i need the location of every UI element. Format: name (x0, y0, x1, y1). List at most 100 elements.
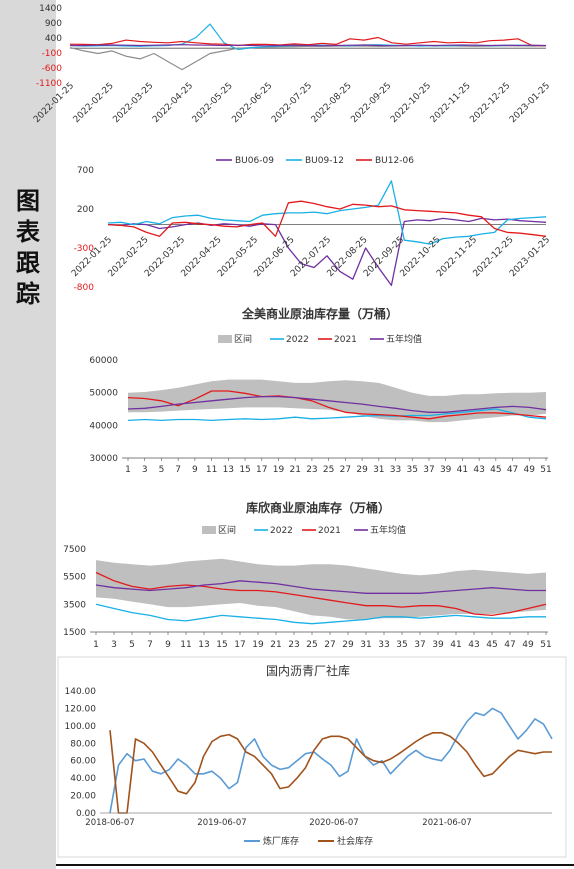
x-tick-label: 5 (129, 640, 135, 650)
x-tick-label: 43 (473, 465, 484, 475)
y-tick-label: 900 (45, 19, 62, 29)
y-tick-label: 30000 (89, 454, 118, 464)
x-tick-label: 29 (356, 465, 368, 475)
x-tick-label: 2022-03-25 (111, 81, 155, 125)
x-tick-label: 31 (360, 640, 371, 650)
y-tick-label: 400 (45, 34, 62, 44)
legend-label: 2021 (318, 526, 341, 536)
x-tick-label: 2022-05-25 (191, 81, 235, 125)
x-tick-label: 2020-06-07 (309, 818, 358, 828)
x-tick-label: 2022-06-25 (230, 81, 274, 125)
x-tick-label: 3 (142, 465, 148, 475)
series-line (107, 180, 547, 245)
x-tick-label: 2018-06-07 (85, 818, 134, 828)
asphalt-chart-frame (57, 656, 567, 858)
series-line (69, 36, 547, 47)
sidebar-title-char: 图 (16, 186, 40, 215)
x-tick-label: 23 (288, 640, 299, 650)
x-tick-label: 19 (273, 465, 285, 475)
series-line (69, 44, 547, 71)
x-tick-label: 37 (414, 640, 425, 650)
x-tick-label: 15 (239, 465, 250, 475)
x-tick-label: 25 (323, 465, 334, 475)
x-tick-label: 21 (270, 640, 281, 650)
y-tick-label: 60.00 (70, 757, 96, 767)
sidebar-title-char: 表 (16, 217, 40, 246)
x-tick-label: 9 (192, 465, 198, 475)
x-tick-label: 2021-06-07 (422, 818, 471, 828)
legend-label: BU09-12 (305, 156, 344, 166)
series-line (95, 603, 546, 625)
series-line (107, 217, 547, 287)
series-line (127, 390, 547, 420)
y-tick-label: 40000 (89, 421, 118, 431)
series-line (127, 408, 547, 422)
legend-label: BU12-06 (375, 156, 414, 166)
x-tick-label: 2022-04-25 (151, 81, 195, 125)
spread1-chart: 1400900400-100-600-11002022-01-252022-02… (32, 4, 552, 125)
x-tick-label: 51 (540, 640, 551, 650)
y-tick-label: -100 (42, 49, 63, 59)
x-tick-label: 41 (457, 465, 468, 475)
legend-label: 2021 (334, 335, 357, 345)
y-tick-label: -800 (74, 283, 95, 293)
x-tick-label: 2022-02-25 (72, 81, 116, 125)
legend-label: 社会库存 (337, 835, 373, 847)
x-tick-label: 23 (306, 465, 317, 475)
x-tick-label: 45 (486, 640, 497, 650)
series-line (109, 730, 552, 814)
x-tick-label: 2022-12-25 (468, 81, 512, 125)
series-line (95, 580, 546, 594)
legend-label: 五年均值 (386, 333, 422, 345)
legend-swatch (202, 526, 216, 534)
sidebar-title-char: 踪 (16, 279, 40, 308)
y-tick-label: 80.00 (70, 739, 96, 749)
x-tick-label: 49 (524, 465, 536, 475)
x-tick-label: 3 (111, 640, 117, 650)
y-tick-label: -600 (42, 64, 63, 74)
x-tick-label: 2022-10-25 (389, 81, 433, 125)
sidebar-title-char: 跟 (16, 248, 40, 277)
y-tick-label: 120.00 (65, 704, 97, 714)
y-tick-label: 140.00 (65, 687, 97, 697)
series-line (95, 571, 547, 617)
cushing-title: 库欣商业原油库存（万桶） (246, 500, 390, 515)
x-tick-label: 37 (423, 465, 434, 475)
y-tick-label: 7500 (63, 545, 86, 555)
x-tick-label: 31 (373, 465, 384, 475)
x-tick-label: 1 (93, 640, 99, 650)
x-tick-label: 13 (198, 640, 209, 650)
x-tick-label: 25 (306, 640, 317, 650)
range-band (128, 379, 546, 423)
series-line (107, 200, 547, 237)
sidebar-title: 图 表 跟 踪 (6, 185, 50, 309)
x-tick-label: 2022-08-25 (310, 81, 354, 125)
y-tick-label: 60000 (89, 356, 118, 366)
x-tick-label: 41 (450, 640, 461, 650)
x-tick-label: 2019-06-07 (197, 818, 246, 828)
x-tick-label: 9 (165, 640, 171, 650)
x-tick-label: 13 (223, 465, 234, 475)
x-tick-label: 27 (324, 640, 335, 650)
legend-swatch (218, 335, 232, 343)
x-tick-label: 17 (256, 465, 267, 475)
x-tick-label: 29 (342, 640, 354, 650)
x-tick-label: 33 (378, 640, 389, 650)
y-tick-label: 20.00 (70, 792, 96, 802)
y-tick-label: -1100 (36, 79, 62, 89)
x-tick-label: 51 (540, 465, 551, 475)
x-tick-label: 39 (440, 465, 452, 475)
x-tick-label: 11 (180, 640, 191, 650)
x-tick-label: 2023-01-25 (508, 81, 552, 125)
legend-label: BU06-09 (235, 156, 274, 166)
range-band (96, 558, 546, 620)
y-tick-label: -300 (74, 244, 95, 254)
x-tick-label: 43 (468, 640, 479, 650)
x-tick-label: 17 (234, 640, 245, 650)
x-tick-label: 47 (504, 640, 515, 650)
x-tick-label: 1 (125, 465, 131, 475)
y-tick-label: 50000 (89, 389, 118, 399)
bottom-rule (56, 864, 574, 866)
